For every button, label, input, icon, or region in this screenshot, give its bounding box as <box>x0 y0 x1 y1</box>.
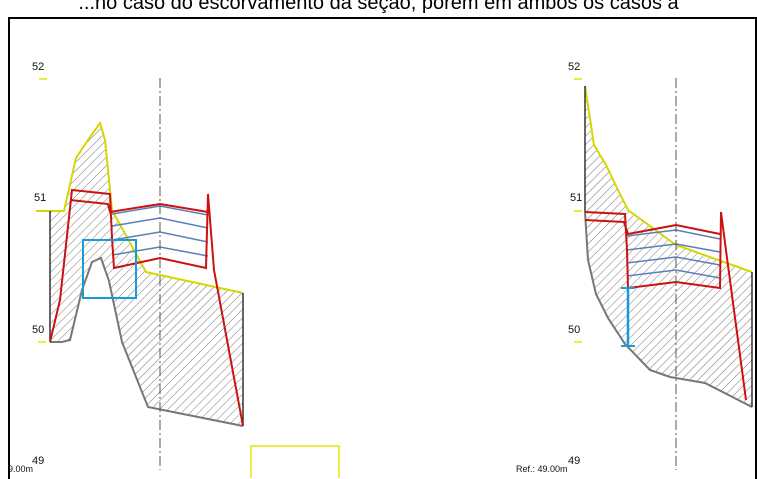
right-label-51: 51 <box>570 192 582 204</box>
left-label-49: 49 <box>32 455 44 467</box>
right-label-49: 49 <box>568 455 580 467</box>
yellow-outline-box <box>250 445 340 478</box>
left-scour-line <box>50 256 244 427</box>
left-label-50: 50 <box>32 324 44 336</box>
right-channel-inner <box>584 219 721 236</box>
left-hatched-soil <box>50 123 243 426</box>
right-section: 52 51 50 49 Ref.: 49.00m <box>516 61 753 474</box>
right-label-50: 50 <box>568 324 580 336</box>
left-label-51: 51 <box>34 192 46 204</box>
left-highlight-box <box>82 239 137 299</box>
right-reference-label: Ref.: 49.00m <box>516 464 568 474</box>
right-water-level-3 <box>626 256 721 266</box>
left-label-52: 52 <box>32 61 44 73</box>
drawing-frame <box>8 17 757 479</box>
left-reference-label: 9.00m <box>8 464 33 474</box>
caption-text: ...no caso do escorvamento da seção, por… <box>78 0 679 14</box>
left-section: 52 51 50 49 9.00m <box>8 61 340 478</box>
right-water-level-4 <box>626 269 721 279</box>
left-channel-outline <box>49 188 244 427</box>
left-channel-inner <box>69 199 209 214</box>
right-hatched-soil <box>585 86 752 407</box>
right-scour-line <box>584 211 753 408</box>
right-label-52: 52 <box>568 61 580 73</box>
